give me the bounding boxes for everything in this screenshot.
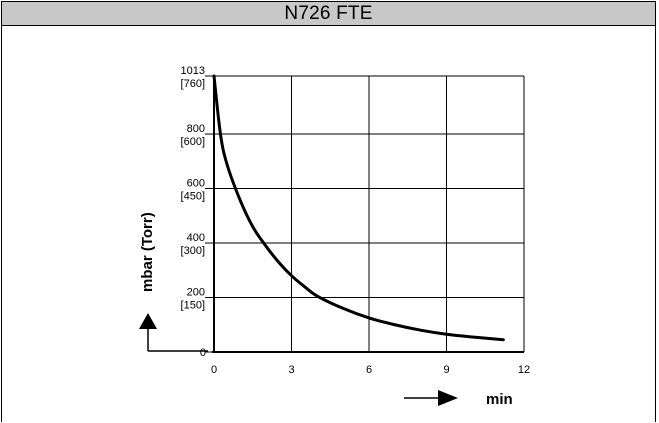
x-tick-label: 12 xyxy=(518,364,530,376)
y-tick-label-torr: [450] xyxy=(181,191,205,203)
y-tick-labels: 0 200[150] 400[300] 600[450] 800[600] 1013[76… xyxy=(181,65,206,359)
series xyxy=(212,74,505,342)
y-tick-label: 1013 xyxy=(181,65,205,77)
axis-arrows xyxy=(139,313,458,406)
y-tick-label: 400 xyxy=(187,232,205,244)
y-tick-label: 0 xyxy=(200,347,206,359)
x-tick-label: 9 xyxy=(443,364,449,376)
axes xyxy=(205,75,524,353)
y-tick-label: 200 xyxy=(187,287,205,299)
x-tick-label: 3 xyxy=(288,364,294,376)
y-tick-label-torr: [760] xyxy=(181,78,205,90)
y-tick-label: 800 xyxy=(187,123,205,135)
x-axis-label: min xyxy=(486,391,513,408)
chart-title: N726 FTE xyxy=(2,2,655,26)
up-arrow-icon xyxy=(139,313,157,329)
right-arrow-icon xyxy=(438,390,458,406)
x-tick-label: 0 xyxy=(211,364,217,376)
x-tick-label: 6 xyxy=(366,364,372,376)
grid xyxy=(214,75,525,352)
y-tick-label: 600 xyxy=(187,178,205,190)
y-axis-label: mbar (Torr) xyxy=(139,212,156,292)
y-tick-label-torr: [150] xyxy=(181,300,205,312)
y-tick-label-torr: [600] xyxy=(181,136,205,148)
y-tick-label-torr: [300] xyxy=(181,245,205,257)
x-tick-labels: 0 3 6 9 12 xyxy=(211,364,530,376)
pumpdown-curve xyxy=(212,74,505,342)
